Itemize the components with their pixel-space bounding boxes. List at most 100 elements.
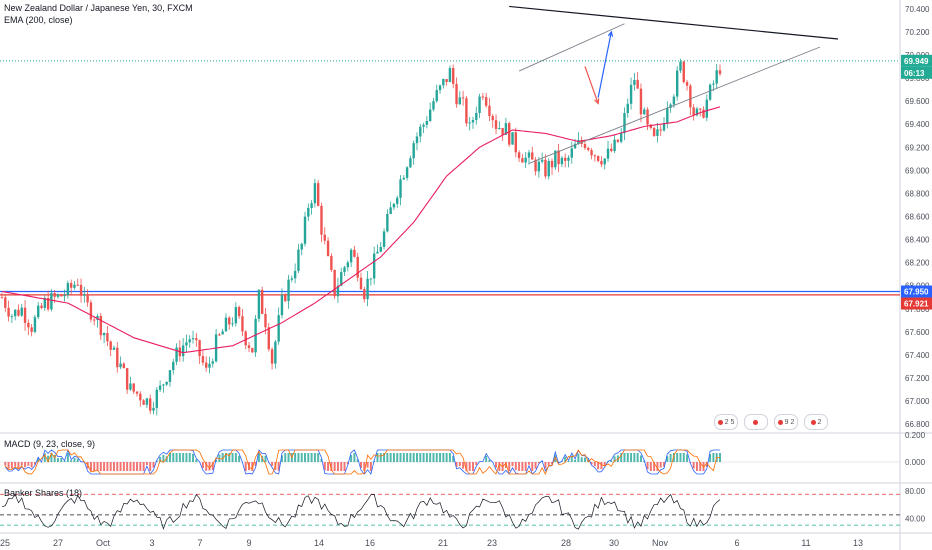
macd-histogram-bar — [4, 462, 7, 466]
candle-body — [343, 267, 346, 273]
candle-body — [145, 398, 149, 405]
candle-body — [4, 297, 7, 308]
candle-body — [195, 338, 198, 341]
macd-histogram-bar — [122, 462, 125, 471]
price-tick-label: 68.400 — [905, 236, 930, 245]
flag-event-icon[interactable]: 2 — [804, 414, 828, 430]
candle-body — [155, 389, 158, 408]
candle-body — [666, 107, 669, 123]
date-tick-label: 28 — [561, 538, 571, 548]
macd-histogram-bar — [228, 453, 231, 462]
candle-body — [43, 298, 47, 308]
macd-histogram-bar — [603, 462, 606, 466]
macd-histogram-bar — [175, 453, 178, 462]
candle-body — [689, 85, 692, 108]
candle-body — [475, 112, 478, 120]
macd-histogram-bar — [412, 453, 415, 462]
candle-body — [50, 293, 53, 310]
macd-histogram-bar — [116, 462, 119, 471]
candle-body — [247, 345, 251, 349]
candle-body — [346, 262, 350, 268]
macd-histogram-bar — [56, 458, 59, 462]
economic-event-icon[interactable]: 2 5 — [714, 414, 738, 430]
macd-histogram-bar — [396, 453, 399, 462]
macd-histogram-bar — [37, 458, 40, 462]
macd-histogram-bar — [406, 453, 409, 462]
candle-body — [165, 381, 168, 385]
candle-body — [511, 132, 514, 145]
macd-histogram-bar — [360, 462, 362, 468]
price-tick-label: 69.000 — [905, 166, 930, 175]
candle-body — [23, 307, 27, 323]
candle-body — [208, 363, 211, 368]
macd-histogram-bar — [188, 453, 191, 462]
candle-body — [445, 79, 448, 83]
macd-histogram-bar — [649, 462, 652, 471]
macd-histogram-bar — [383, 453, 386, 462]
economic-event-icon[interactable]: 9 2 — [774, 414, 798, 430]
candle-body — [310, 203, 313, 208]
macd-histogram-bar — [152, 462, 155, 468]
macd-histogram-bar — [43, 453, 46, 462]
candle-body — [172, 361, 175, 371]
macd-histogram-bar — [159, 456, 162, 462]
candle-body — [69, 283, 73, 288]
macd-histogram-bar — [574, 459, 577, 462]
candle-body — [287, 279, 290, 302]
banker-tick-label: 80.00 — [905, 487, 926, 496]
banker-shares-pane-label[interactable]: Banker Shares (18) — [4, 488, 83, 498]
macd-histogram-bar — [251, 462, 254, 471]
candle-body — [382, 231, 386, 247]
macd-histogram-bar — [366, 462, 369, 468]
candle-body — [389, 207, 392, 214]
macd-signal-line — [5, 449, 720, 475]
macd-histogram-bar — [86, 462, 89, 469]
macd-histogram-bar — [112, 462, 115, 471]
candle-body — [234, 307, 238, 324]
candle-body — [547, 161, 550, 177]
candle-body — [53, 293, 56, 297]
event-count-label: 9 2 — [784, 418, 795, 426]
macd-histogram-bar — [613, 456, 616, 462]
macd-histogram-bar — [66, 453, 69, 462]
candle-body — [448, 68, 452, 83]
macd-histogram-bar — [165, 456, 168, 462]
ema-indicator-label[interactable]: EMA (200, close) — [4, 15, 73, 25]
macd-histogram-bar — [415, 453, 418, 462]
macd-histogram-bar — [106, 462, 109, 471]
candle-body — [168, 370, 172, 382]
candle-body — [596, 155, 600, 161]
candle-body — [409, 158, 412, 168]
candle-body — [175, 347, 178, 362]
candle-body — [99, 315, 103, 336]
macd-histogram-bar — [695, 462, 698, 471]
candle-body — [340, 272, 343, 286]
date-tick-label: 6 — [734, 538, 739, 548]
candle-body — [152, 407, 155, 411]
macd-histogram-bar — [50, 453, 53, 462]
price-tick-label: 69.400 — [905, 120, 930, 129]
macd-histogram-bar — [47, 455, 50, 462]
date-tick-label: 9 — [246, 538, 251, 548]
candle-body — [498, 128, 501, 130]
flag-event-icon[interactable] — [744, 414, 768, 430]
candle-body — [60, 294, 63, 297]
upper-resistance-trendline — [509, 5, 839, 40]
up-arrow — [597, 31, 612, 98]
macd-histogram-bar — [320, 458, 323, 462]
macd-pane-label[interactable]: MACD (9, 23, close, 9) — [4, 439, 96, 449]
price-tick-label: 67.200 — [905, 374, 930, 383]
candle-body — [504, 123, 508, 135]
macd-histogram-bar — [201, 462, 204, 468]
macd-histogram-bar — [409, 453, 412, 462]
candle-body — [93, 319, 96, 321]
date-tick-label: 30 — [609, 538, 619, 548]
macd-histogram-bar — [103, 462, 106, 471]
macd-histogram-bar — [656, 462, 659, 471]
macd-histogram-bar — [119, 462, 122, 471]
macd-histogram-bar — [7, 462, 10, 469]
candle-body — [679, 61, 682, 71]
macd-histogram-bar — [17, 462, 20, 469]
candle-body — [392, 203, 396, 208]
